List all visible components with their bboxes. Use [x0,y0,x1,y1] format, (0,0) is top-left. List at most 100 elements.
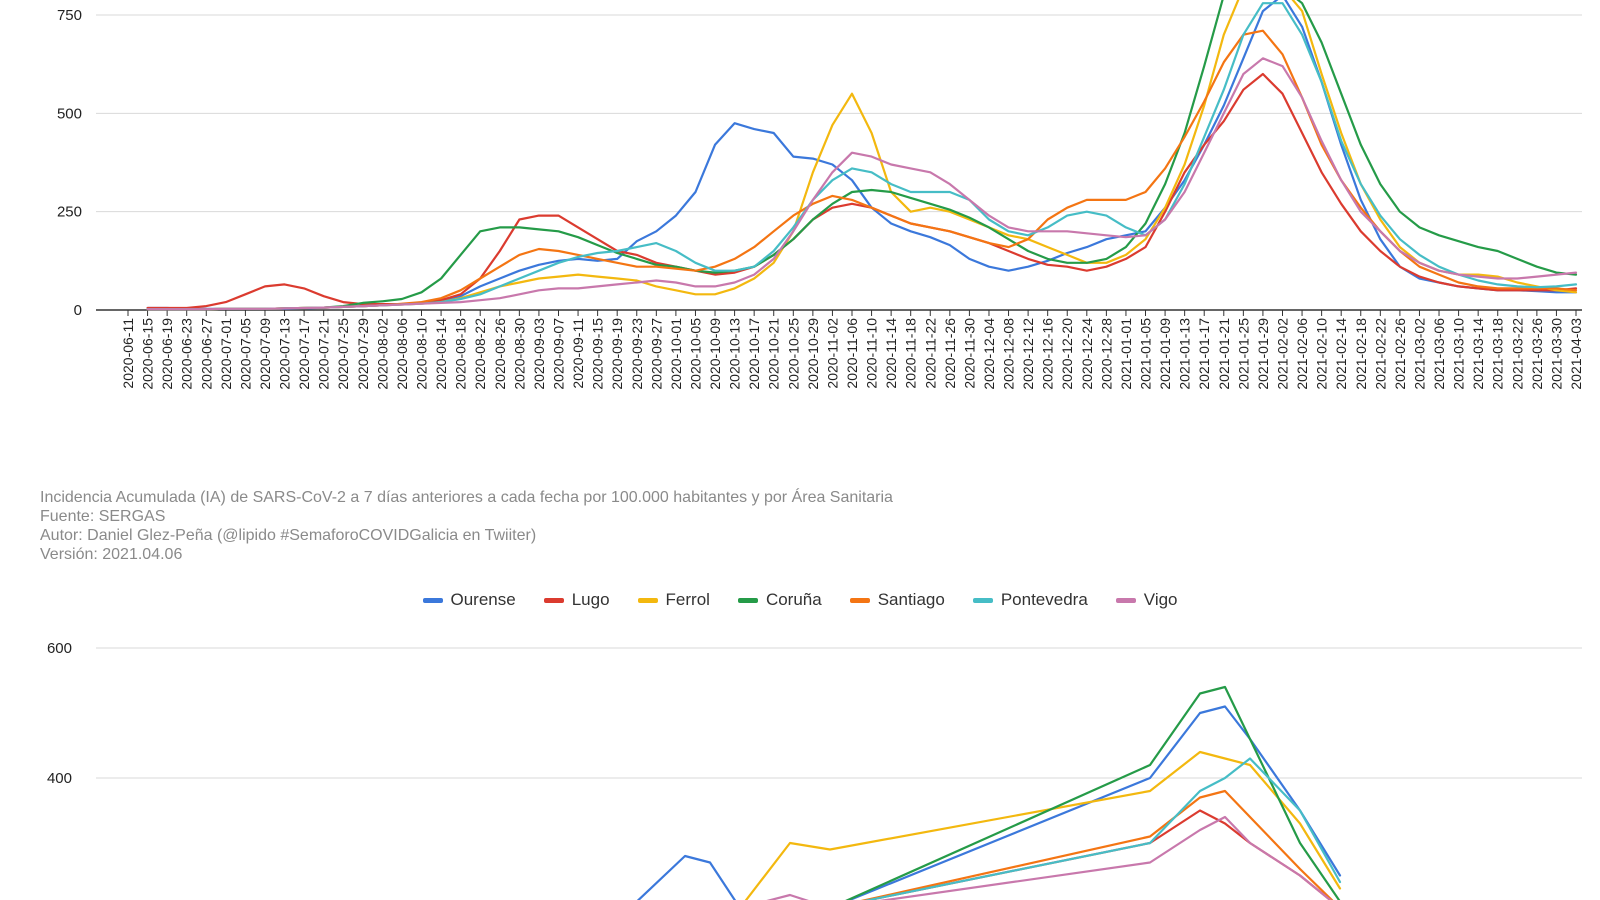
x-tick-label: 2020-10-21 [766,318,782,390]
x-tick-label: 2021-01-17 [1196,318,1212,390]
y-tick-label: 600 [47,640,72,657]
y-tick-label: 750 [57,7,82,24]
caption-version: Versión: 2021.04.06 [40,546,183,563]
x-tick-label: 2020-08-14 [433,318,449,390]
x-tick-label: 2021-02-26 [1392,318,1408,390]
series-line-ourense [636,705,1342,900]
x-tick-label: 2020-08-10 [414,318,430,390]
caption-author: Autor: Daniel Glez-Peña (@lipido #Semafo… [40,527,537,544]
series-line-coruña [146,0,1578,311]
legend-swatch [422,597,443,603]
x-tick-label: 2020-09-07 [550,318,566,390]
x-tick-label: 2020-10-25 [785,318,801,390]
x-tick-label: 2021-04-03 [1568,318,1584,390]
legend-swatch [849,597,870,603]
legend-label: Santiago [877,590,945,609]
legend-label: Pontevedra [1000,590,1088,609]
x-tick-label: 2021-03-30 [1548,318,1564,390]
legend-item-vigo[interactable]: Vigo [1115,590,1178,610]
x-tick-label: 2020-12-28 [1098,318,1114,390]
x-tick-label: 2020-10-17 [746,318,762,390]
x-tick-label: 2020-11-22 [922,318,938,389]
legend-item-santiago[interactable]: Santiago [849,590,945,610]
x-tick-label: 2020-11-14 [883,318,899,389]
x-tick-label: 2021-02-22 [1372,318,1388,390]
x-tick-label: 2021-01-01 [1118,318,1134,390]
x-tick-label: 2020-12-16 [1040,318,1056,390]
legend-label: Ourense [450,590,516,609]
x-tick-label: 2021-01-05 [1138,318,1154,390]
legend-swatch [972,597,993,603]
y-tick-label: 500 [57,105,82,122]
x-tick-label: 2020-10-29 [805,318,821,390]
caption-source: Fuente: SERGAS [40,508,166,525]
x-tick-label: 2020-11-18 [903,318,919,389]
x-tick-label: 2020-06-23 [179,318,195,390]
series-line-pontevedra [863,757,1342,900]
legend-item-coruña[interactable]: Coruña [737,590,822,610]
legend-item-pontevedra[interactable]: Pontevedra [972,590,1088,610]
x-tick-label: 2021-03-18 [1490,318,1506,390]
x-tick-label: 2020-08-22 [472,318,488,390]
x-tick-label: 2020-09-19 [609,318,625,390]
x-tick-label: 2020-06-19 [159,318,175,390]
y-tick-label: 0 [74,302,82,319]
x-tick-label: 2021-03-22 [1509,318,1525,390]
series-line-pontevedra [146,2,1578,311]
legend-swatch [737,597,758,603]
x-tick-label: 2021-02-02 [1274,318,1290,390]
legend-item-ferrol[interactable]: Ferrol [637,590,710,610]
x-tick-label: 2020-06-11 [120,318,136,389]
x-tick-label: 2021-01-25 [1235,318,1251,390]
series-line-santiago [860,789,1334,900]
x-tick-label: 2021-03-14 [1470,318,1486,390]
series-line-vigo [146,57,1578,311]
caption-title: Incidencia Acumulada (IA) de SARS-CoV-2 … [40,489,893,506]
legend-label: Coruña [765,590,822,609]
x-tick-label: 2020-12-20 [1059,318,1075,390]
x-tick-label: 2020-11-06 [844,318,860,389]
legend-swatch [543,597,564,603]
x-tick-label: 2021-03-10 [1451,318,1467,390]
legend-swatch [1115,597,1136,603]
x-tick-label: 2021-02-06 [1294,318,1310,390]
x-tick-label: 2020-06-27 [198,318,214,390]
x-tick-label: 2020-09-11 [570,318,586,389]
x-tick-label: 2020-11-26 [942,318,958,389]
x-tick-label: 2021-03-26 [1529,318,1545,390]
x-tick-label: 2020-07-17 [296,318,312,390]
x-tick-label: 2020-10-09 [707,318,723,390]
x-tick-label: 2020-09-15 [590,318,606,390]
top-chart-y-axis: 0 250 500 750 [57,7,82,319]
x-tick-label: 2020-10-01 [668,318,684,390]
x-tick-label: 2020-08-18 [453,318,469,390]
y-tick-label: 250 [57,204,82,221]
legend-label: Ferrol [665,590,710,609]
x-tick-label: 2020-11-10 [864,318,880,389]
series-line-ferrol [744,750,1342,900]
x-tick-label: 2020-12-24 [1079,318,1095,390]
x-tick-label: 2021-01-29 [1255,318,1271,390]
x-tick-label: 2020-12-04 [981,318,997,390]
bottom-chart-series [636,685,1342,900]
x-tick-label: 2020-07-05 [237,318,253,390]
chart-caption: Incidencia Acumulada (IA) de SARS-CoV-2 … [40,488,893,564]
legend-item-ourense[interactable]: Ourense [422,590,516,610]
x-tick-label: 2020-06-15 [140,318,156,390]
legend-item-lugo[interactable]: Lugo [543,590,610,610]
x-tick-label: 2020-08-02 [374,318,390,390]
x-tick-label: 2020-07-09 [257,318,273,390]
x-tick-label: 2020-07-25 [335,318,351,390]
top-chart-series [146,0,1578,311]
x-tick-label: 2021-02-14 [1333,318,1349,390]
legend-swatch [637,597,658,603]
x-tick-label: 2021-03-02 [1411,318,1427,390]
x-tick-label: 2020-09-03 [531,318,547,390]
x-tick-label: 2020-10-13 [727,318,743,390]
x-tick-label: 2020-07-01 [218,318,234,390]
x-tick-label: 2021-02-10 [1314,318,1330,390]
bottom-chart-y-axis: 200400600 [47,640,72,787]
legend-label: Lugo [571,590,610,609]
legend-label: Vigo [1143,590,1178,609]
